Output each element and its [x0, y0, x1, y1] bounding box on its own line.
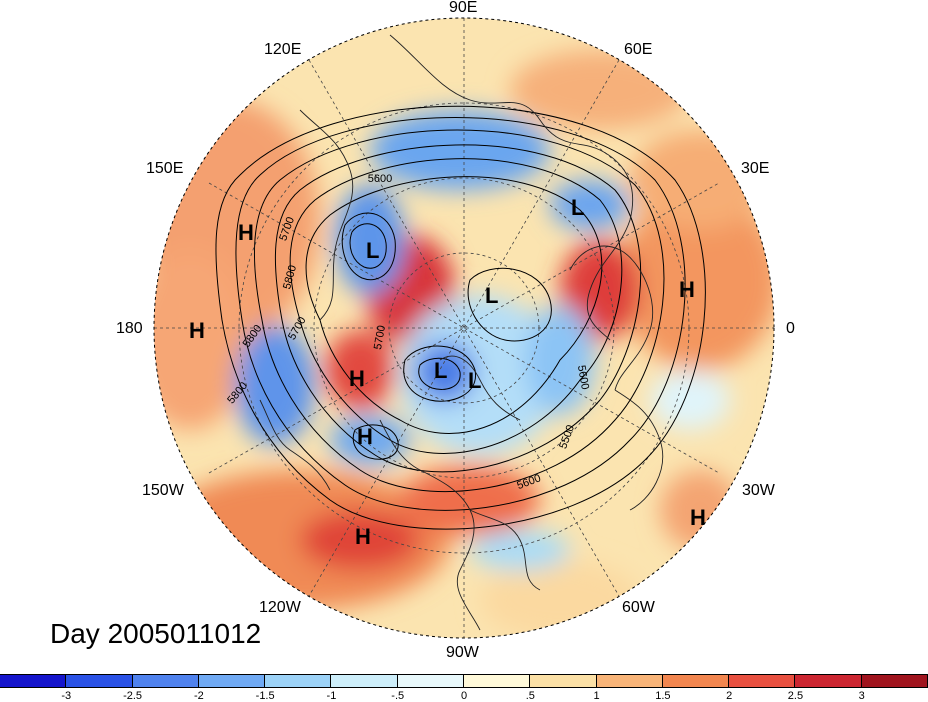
colorbar-tick-label: 1: [593, 690, 600, 702]
colorbar-tick-label: 1.5: [655, 690, 671, 702]
map-title: Day 2005011012: [50, 618, 262, 649]
colorbar-tick-label: 0: [460, 690, 468, 702]
colorbar-segment: [66, 675, 133, 687]
colorbar-tick-label: -2.5: [123, 690, 143, 702]
colorbar-tick-label: 2: [726, 690, 733, 702]
colorbar-segment: [198, 675, 266, 687]
contour-label: 5600: [368, 173, 392, 185]
colorbar-segment: [662, 675, 730, 687]
colorbar-segment: [530, 675, 597, 687]
colorbar-segment: [861, 675, 928, 687]
colorbar-segment: [729, 675, 796, 687]
colorbar: [0, 674, 928, 688]
high-marker: H: [679, 277, 695, 302]
lon-label-150e: 150E: [146, 160, 184, 177]
low-marker: L: [366, 238, 380, 263]
lon-label-180: 180: [116, 320, 143, 337]
high-marker: H: [355, 524, 371, 549]
lon-label-90w: 90W: [446, 644, 479, 661]
colorbar-segment: [463, 675, 531, 687]
colorbar-segment: [397, 675, 464, 687]
lon-label-60e: 60E: [624, 41, 653, 58]
lon-label-60w: 60W: [622, 599, 655, 616]
low-marker: L: [485, 283, 499, 308]
colorbar-tick-label: .5: [525, 690, 535, 702]
colorbar-segment: [265, 675, 332, 687]
colorbar-segment: [795, 675, 862, 687]
low-marker: H: [357, 424, 373, 449]
high-marker: H: [349, 366, 365, 391]
contour-label: 5600: [575, 364, 591, 390]
low-marker: L: [571, 195, 585, 220]
colorbar-segment: [0, 675, 67, 687]
colorbar-segment: [132, 675, 199, 687]
lon-label-90e: 90E: [449, 0, 478, 16]
lon-label-120w: 120W: [259, 599, 301, 616]
colorbar-tick-label: -2: [193, 690, 204, 702]
high-marker: L: [468, 368, 482, 393]
coastlines: [259, 34, 664, 631]
lon-label-30w: 30W: [742, 482, 775, 499]
colorbar-segment: [331, 675, 398, 687]
low-marker: L: [434, 358, 448, 383]
colorbar-tick-label: -1.5: [255, 690, 275, 702]
lon-label-30e: 30E: [741, 160, 770, 177]
high-marker: H: [189, 318, 205, 343]
colorbar-tick-label: -.5: [391, 690, 405, 702]
colorbar-tick-label: -1: [326, 690, 337, 702]
lon-label-0: 0: [786, 320, 795, 337]
contour-label: 5700: [372, 324, 388, 350]
colorbar-tick-label: 3: [858, 690, 865, 702]
lon-label-150w: 150W: [142, 482, 184, 499]
colorbar-segment: [596, 675, 663, 687]
colorbar-tick-label: 2.5: [787, 690, 804, 702]
colorbar-tick-label: -3: [61, 690, 72, 702]
lon-label-120e: 120E: [264, 41, 302, 58]
anomaly-field: [154, 18, 774, 638]
map-boundary: [153, 17, 775, 639]
high-marker: H: [238, 220, 254, 245]
high-marker: H: [690, 505, 706, 530]
